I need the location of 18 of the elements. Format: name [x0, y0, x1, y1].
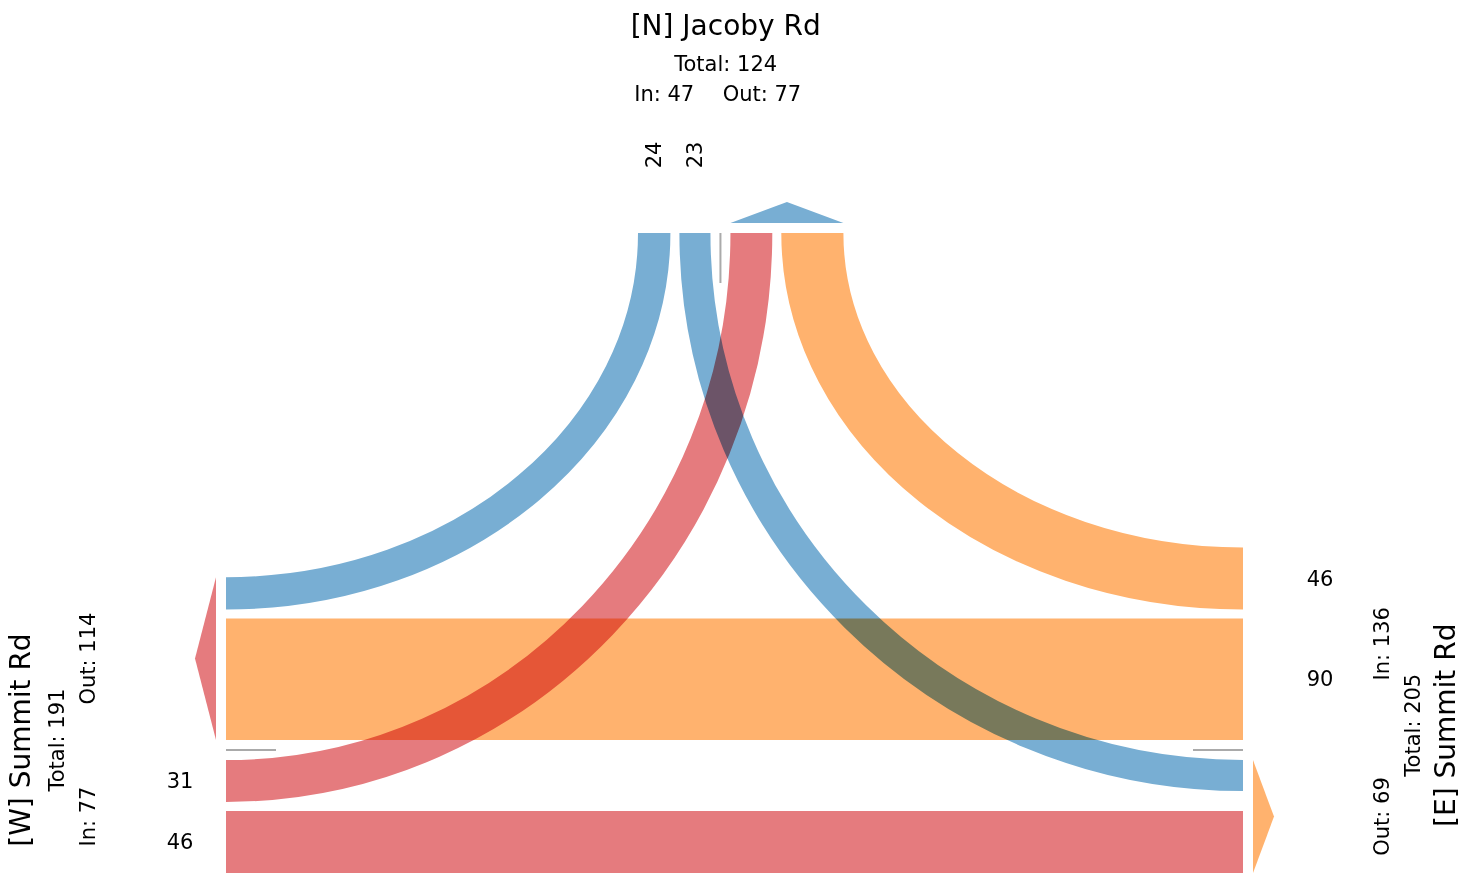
data-label: 90: [1306, 667, 1334, 692]
data-label: 31: [166, 768, 194, 793]
category-label: [N] Jacoby Rd: [630, 9, 821, 42]
text: Out: 114: [76, 612, 100, 705]
text: Total: 191: [45, 688, 69, 793]
data-label: 23: [682, 141, 707, 169]
text: In: 47: [634, 82, 695, 106]
category-label: [W] Summit Rd: [4, 633, 37, 847]
text: Out: 69: [1370, 777, 1394, 856]
text: Total: 124: [673, 52, 778, 76]
data-label: 24: [642, 141, 667, 169]
text: Total: 205: [1401, 673, 1425, 778]
text: Out: 77: [722, 82, 802, 106]
data-label: 46: [166, 829, 194, 854]
data-label: 46: [1306, 566, 1334, 591]
text: In: 136: [1370, 607, 1394, 681]
text: In: 77: [76, 786, 100, 847]
category-label: [E] Summit Rd: [1429, 623, 1458, 827]
